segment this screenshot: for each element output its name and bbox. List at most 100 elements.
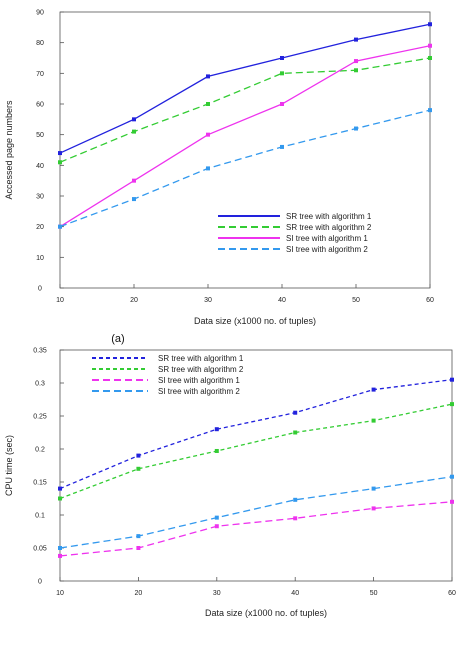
- chart1-y-tick-label: 0.3: [35, 381, 45, 388]
- chart0-series-1-point: [280, 71, 284, 76]
- chart0-series-2-point: [428, 43, 432, 48]
- chart1-series-2-point: [371, 506, 376, 511]
- chart1-x-tick-label: 40: [291, 590, 299, 597]
- chart1-series-3-point: [58, 546, 62, 550]
- chart1-series-3-point: [136, 534, 141, 539]
- chart0-y-axis-title: Accessed page numbers: [4, 100, 14, 200]
- chart0-series-3-point: [280, 144, 284, 149]
- chart1-series-3-point: [450, 474, 454, 479]
- chart1-series-1-point: [450, 402, 454, 407]
- chart0-series-1-point: [354, 68, 358, 73]
- chart0-series-0-point: [354, 37, 358, 42]
- chart0-legend-label: SR tree with algorithm 2: [286, 223, 372, 232]
- chart1-x-tick-label: 10: [56, 590, 64, 597]
- chart0-series-0-point: [280, 56, 284, 60]
- chart1-series-1-point: [371, 418, 376, 423]
- chart0-series-3-point: [354, 126, 358, 131]
- chart1-x-tick-label: 30: [213, 590, 221, 597]
- chart0-series-3-line: [59, 109, 431, 228]
- chart1-x-tick-label: 60: [448, 590, 456, 597]
- chart0-y-tick-label: 50: [36, 132, 44, 139]
- chart0-y-tick-label: 10: [36, 255, 44, 262]
- chart1-x-tick-label: 20: [135, 590, 143, 597]
- chart0-x-tick-label: 40: [278, 297, 286, 304]
- chart0-x-tick-label: 10: [56, 297, 64, 304]
- chart1-series-2-point: [214, 524, 219, 529]
- chart1-x-tick-label: 50: [370, 590, 378, 597]
- chart0-legend: SR tree with algorithm 1 SR tree with alg…: [218, 212, 372, 254]
- chart0-series-0-point: [206, 74, 210, 79]
- chart0-series-1-point: [132, 129, 136, 134]
- chart0-y-tick-label: 60: [36, 102, 44, 109]
- chart1: 0 0.05 0.1 0.15 0.2 0.25 0.3 0.35 10 20 30 40 50 60 Da…: [4, 348, 456, 619]
- chart0-panel-label: (a): [111, 333, 124, 345]
- chart0: 0 10 20 30 40 50 60 70 80 90 10 20 30 40 50 60 Data size…: [4, 10, 434, 346]
- chart0-y-tick-label: 40: [36, 163, 44, 170]
- chart1-series-0-point: [214, 427, 219, 432]
- chart1-series-1-point: [136, 466, 141, 471]
- chart1-series-2-point: [293, 516, 298, 521]
- chart1-series-1-line: [59, 403, 453, 500]
- chart1-series-3-point: [214, 515, 219, 520]
- chart1-series-0-point: [136, 453, 141, 458]
- chart0-y-tick-label: 30: [36, 194, 44, 201]
- chart0-x-axis-title: Data size (x1000 no. of tuples): [194, 316, 316, 326]
- chart0-legend-label: SR tree with algorithm 1: [286, 212, 372, 221]
- chart0-series-0-point: [58, 151, 62, 156]
- chart1-series-1-point: [293, 430, 298, 435]
- chart1-series-3-point: [371, 486, 376, 491]
- chart0-y-tick-label: 20: [36, 224, 44, 231]
- chart0-series-2-point: [206, 132, 210, 137]
- chart1-legend: SR tree with algorithm 1 SR tree with alg…: [92, 354, 244, 396]
- chart0-series-1-line: [59, 57, 431, 163]
- chart1-series-0-line: [59, 379, 453, 490]
- chart1-y-tick-label: 0.25: [33, 414, 47, 421]
- chart1-y-tick-label: 0: [38, 579, 42, 586]
- chart0-y-tick-label: 0: [38, 286, 42, 293]
- chart0-series-3-point: [206, 166, 210, 171]
- chart1-y-tick-label: 0.1: [35, 513, 45, 520]
- chart0-x-tick-label: 60: [426, 297, 434, 304]
- chart0-series-0-point: [428, 22, 432, 27]
- chart0-series-1-point: [206, 102, 210, 106]
- chart1-series-0-point: [450, 377, 454, 382]
- chart0-series-0-point: [132, 117, 136, 122]
- chart0-x-tick-label: 50: [352, 297, 360, 304]
- chart0-y-tick-label: 90: [36, 10, 44, 17]
- chart1-y-tick-label: 0.2: [35, 447, 45, 454]
- chart1-series-2-line: [59, 501, 453, 557]
- chart1-series-0-point: [293, 410, 298, 415]
- chart1-legend-label: SR tree with algorithm 1: [158, 354, 244, 363]
- chart1-series-3-line: [59, 476, 453, 549]
- chart0-series-1-point: [428, 56, 432, 60]
- chart1-x-axis-title: Data size (x1000 no. of tuples): [205, 608, 327, 618]
- chart0-legend-label: SI tree with algorithm 2: [286, 245, 368, 254]
- chart1-legend-label: SR tree with algorithm 2: [158, 365, 244, 374]
- chart1-series-2-point: [136, 546, 141, 550]
- chart1-y-tick-label: 0.05: [33, 546, 47, 553]
- chart1-series-2-point: [450, 499, 454, 504]
- chart0-x-tick-label: 30: [204, 297, 212, 304]
- chart1-series-0-point: [371, 387, 376, 392]
- chart0-series-2-point: [132, 178, 136, 183]
- chart0-series-2-point: [354, 59, 358, 64]
- chart1-legend-label: SI tree with algorithm 2: [158, 387, 240, 396]
- chart1-y-axis-title: CPU time (sec): [4, 435, 14, 496]
- chart1-series-0-point: [58, 486, 62, 491]
- chart0-series-2-point: [280, 102, 284, 106]
- chart1-y-tick-label: 0.35: [33, 348, 47, 355]
- chart0-series-1-point: [58, 160, 62, 165]
- chart0-y-tick-label: 70: [36, 71, 44, 78]
- chart1-series-1-point: [58, 496, 62, 501]
- chart1-series-2-point: [58, 553, 62, 558]
- chart0-x-tick-label: 20: [130, 297, 138, 304]
- chart0-series-0-line: [59, 23, 431, 154]
- chart0-y-tick-label: 80: [36, 40, 44, 47]
- chart0-series-3-point: [58, 224, 62, 229]
- chart1-series-3-point: [293, 497, 298, 502]
- chart1-y-tick-label: 0.15: [33, 480, 47, 487]
- chart1-legend-label: SI tree with algorithm 1: [158, 376, 240, 385]
- chart0-plot-frame: [59, 11, 431, 289]
- chart1-plot-frame: [59, 349, 453, 582]
